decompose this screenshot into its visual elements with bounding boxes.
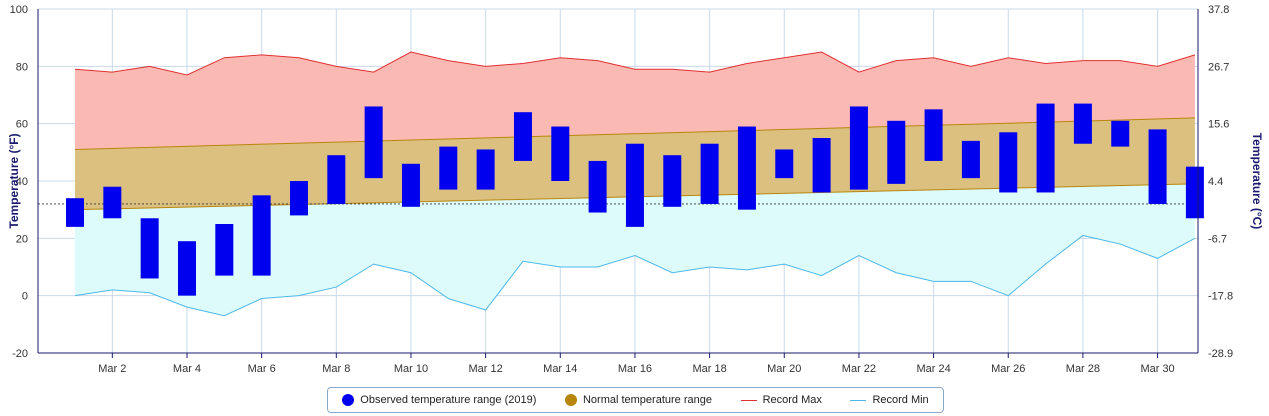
- observed-bar: [887, 120, 906, 184]
- observed-bar: [551, 126, 570, 181]
- observed-bar: [401, 163, 420, 207]
- x-tick-label: Mar 22: [842, 363, 876, 375]
- y-axis-left-title: Temperature (°F): [7, 133, 21, 228]
- x-tick-label: Mar 8: [322, 363, 350, 375]
- normal-high-edge: [74, 117, 1195, 150]
- observed-bar: [476, 149, 495, 190]
- observed-bar: [513, 112, 532, 161]
- legend-label-record-min: Record Min: [872, 394, 929, 406]
- y-right-tick-label: -28.9: [1208, 348, 1233, 360]
- x-tick-label: Mar 12: [469, 363, 503, 375]
- y-right-tick-label: 15.6: [1208, 119, 1229, 131]
- observed-bar: [700, 143, 719, 204]
- tick-labels: -20 -28.9 0 -17.8 20 -6.7 40 4.4 60 15.6 80 26.7 100…: [10, 4, 1233, 375]
- y-axis-right-title: Temperature (°C): [1250, 133, 1264, 230]
- record-max-line: [74, 51, 1196, 76]
- y-left-tick-label: -20: [12, 348, 28, 360]
- x-tick-label: Mar 20: [767, 363, 801, 375]
- observed-bar: [1073, 103, 1092, 144]
- observed-bar: [1036, 103, 1055, 193]
- observed-bar: [215, 224, 234, 276]
- observed-bar: [961, 140, 980, 179]
- observed-bar: [252, 195, 271, 276]
- observed-bar: [625, 143, 644, 227]
- x-tick-label: Mar 6: [248, 363, 276, 375]
- observed-bar: [327, 155, 346, 204]
- y-left-tick-label: 0: [22, 291, 28, 303]
- legend-item-record-max[interactable]: Record Max: [740, 394, 822, 406]
- x-tick-label: Mar 24: [916, 363, 950, 375]
- y-left-tick-label: 40: [16, 176, 28, 188]
- observed-bar: [1185, 166, 1204, 219]
- x-tick-label: Mar 4: [173, 363, 201, 375]
- observed-bar: [140, 218, 159, 279]
- y-left-tick-label: 100: [10, 4, 28, 16]
- x-tick-label: Mar 16: [618, 363, 652, 375]
- observed-bars: [66, 103, 1204, 296]
- observed-swatch-icon: [342, 394, 355, 406]
- y-left-tick-label: 60: [16, 119, 28, 131]
- y-right-tick-label: -17.8: [1208, 291, 1233, 303]
- record-max-area: [75, 52, 1195, 150]
- observed-bar: [289, 181, 308, 216]
- y-left-tick-label: 20: [16, 233, 28, 245]
- record-lines: [38, 51, 1198, 317]
- observed-bar: [737, 126, 756, 210]
- record-min-line: [74, 234, 1196, 317]
- legend-label-observed: Observed temperature range (2019): [360, 394, 537, 406]
- record-min-area: [75, 183, 1195, 316]
- observed-bar: [588, 160, 607, 213]
- observed-bar: [1148, 129, 1167, 204]
- legend-item-normal[interactable]: Normal temperature range: [564, 394, 712, 406]
- legend-item-record-min[interactable]: Record Min: [850, 394, 929, 406]
- temperature-chart: -20 -28.9 0 -17.8 20 -6.7 40 4.4 60 15.6 80 26.7 100…: [7, 4, 1264, 375]
- x-tick-label: Mar 30: [1140, 363, 1174, 375]
- y-right-tick-label: 4.4: [1208, 176, 1223, 188]
- observed-bar: [439, 146, 458, 190]
- chart-legend: Observed temperature range (2019) Normal…: [327, 387, 944, 413]
- normal-swatch-icon: [564, 394, 577, 406]
- observed-bar: [775, 149, 794, 179]
- x-tick-label: Mar 26: [991, 363, 1025, 375]
- y-right-tick-label: 26.7: [1208, 61, 1229, 73]
- observed-bar: [812, 138, 831, 193]
- x-tick-label: Mar 2: [98, 363, 126, 375]
- observed-bar: [66, 198, 84, 227]
- record-min-swatch-icon: [850, 399, 867, 401]
- observed-bar: [663, 155, 682, 207]
- observed-bar: [103, 186, 122, 219]
- observed-bar: [177, 241, 196, 296]
- axes: [37, 9, 1199, 358]
- observed-bar: [924, 109, 943, 161]
- observed-bar: [364, 106, 383, 179]
- x-tick-label: Mar 18: [692, 363, 726, 375]
- x-tick-label: Mar 14: [543, 363, 577, 375]
- legend-label-record-max: Record Max: [762, 394, 822, 406]
- legend-item-observed[interactable]: Observed temperature range (2019): [342, 394, 536, 406]
- x-tick-label: Mar 10: [394, 363, 428, 375]
- y-right-tick-label: -6.7: [1208, 233, 1227, 245]
- x-tick-label: Mar 28: [1066, 363, 1100, 375]
- observed-bar: [849, 106, 868, 190]
- legend-label-normal: Normal temperature range: [582, 394, 712, 406]
- y-left-tick-label: 80: [16, 61, 28, 73]
- observed-bar: [1111, 120, 1130, 147]
- record-max-swatch-icon: [740, 399, 757, 401]
- y-right-tick-label: 37.8: [1208, 4, 1229, 16]
- observed-bar: [999, 132, 1018, 193]
